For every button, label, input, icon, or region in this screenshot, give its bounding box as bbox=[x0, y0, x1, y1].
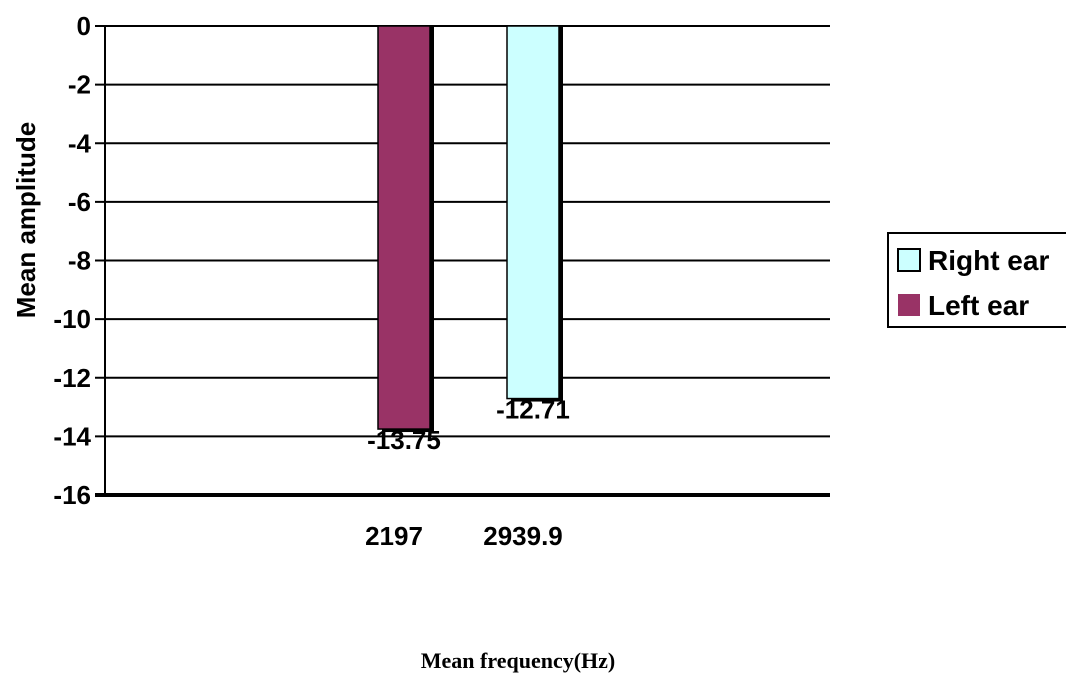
y-tick-label: 0 bbox=[77, 11, 91, 41]
legend-label-right-ear: Right ear bbox=[928, 245, 1049, 276]
x-axis-ticks: 2197 2939.9 bbox=[365, 521, 563, 551]
gridlines bbox=[95, 25, 830, 497]
x-axis-label: Mean frequency(Hz) bbox=[421, 648, 616, 673]
y-tick-label: -14 bbox=[53, 421, 91, 451]
y-tick-label: -10 bbox=[53, 304, 91, 334]
data-label: -13.75 bbox=[367, 425, 441, 455]
y-axis-label: Mean amplitude bbox=[11, 122, 41, 318]
legend: Right ear Left ear bbox=[887, 232, 1066, 328]
legend-swatch-left-ear bbox=[898, 294, 920, 316]
bar-left-ear bbox=[377, 25, 431, 430]
y-axis-ticks: 0 -2 -4 -6 -8 -10 -12 -14 -16 bbox=[53, 11, 91, 510]
data-label: -12.71 bbox=[496, 395, 570, 425]
y-tick-label: -4 bbox=[68, 128, 92, 158]
y-tick-label: -8 bbox=[68, 246, 91, 276]
y-tick-label: -16 bbox=[53, 480, 91, 510]
y-tick-label: -6 bbox=[68, 187, 91, 217]
x-tick-label: 2197 bbox=[365, 521, 423, 551]
x-tick-label: 2939.9 bbox=[483, 521, 563, 551]
y-tick-label: -2 bbox=[68, 70, 91, 100]
data-labels: -13.75 -12.71 bbox=[367, 395, 570, 455]
bars bbox=[377, 25, 563, 433]
y-tick-label: -12 bbox=[53, 363, 91, 393]
legend-swatch-right-ear bbox=[897, 248, 921, 272]
bar-right-ear bbox=[506, 25, 560, 400]
legend-label-left-ear: Left ear bbox=[928, 290, 1029, 321]
